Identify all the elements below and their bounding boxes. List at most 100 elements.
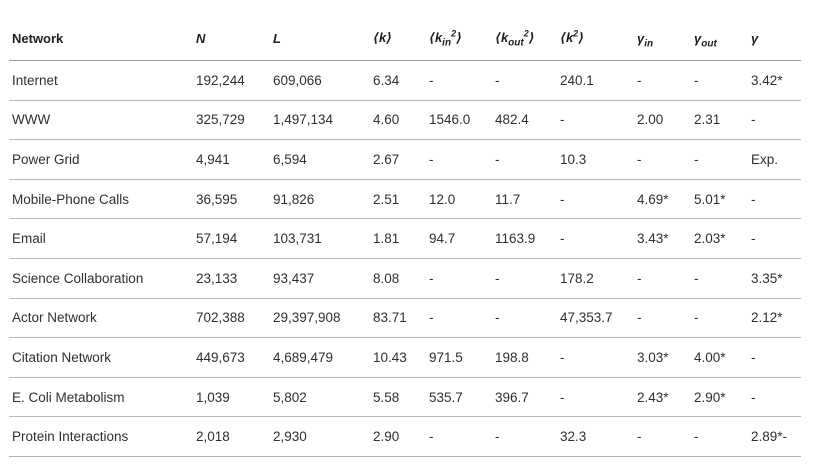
cell-gamma-out: -: [691, 416, 748, 457]
header-k2-sup: 2: [573, 28, 579, 39]
cell-n: 1,039: [193, 377, 270, 418]
cell-k: 4.60: [370, 100, 426, 141]
cell-k2: 240.1: [557, 60, 634, 101]
cell-kout2: 198.8: [492, 337, 557, 378]
cell-gamma: 3.42*: [748, 60, 801, 101]
cell-kin2: 971.5: [426, 337, 492, 378]
header-gamma-in: γin: [634, 16, 691, 61]
cell-gamma-in: -: [634, 258, 691, 299]
cell-kout2: 482.4: [492, 100, 557, 141]
cell-gamma: -: [748, 179, 801, 220]
cell-gamma: -: [748, 337, 801, 378]
cell-k: 6.34: [370, 60, 426, 101]
cell-n: 192,244: [193, 60, 270, 101]
cell-network: Citation Network: [9, 337, 193, 378]
table-row: E. Coli Metabolism 1,039 5,802 5.58 535.…: [9, 377, 801, 418]
cell-k: 2.90: [370, 416, 426, 457]
header-gout-base: γ: [694, 30, 702, 46]
cell-gamma-in: 3.43*: [634, 218, 691, 259]
cell-k2: 178.2: [557, 258, 634, 299]
cell-k2: 10.3: [557, 139, 634, 180]
table-row: Citation Network 449,673 4,689,479 10.43…: [9, 337, 801, 378]
cell-network: Internet: [9, 60, 193, 101]
cell-kout2: 1163.9: [492, 218, 557, 259]
cell-gamma-out: 4.00*: [691, 337, 748, 378]
table-row: Email 57,194 103,731 1.81 94.7 1163.9 - …: [9, 218, 801, 259]
cell-network: Power Grid: [9, 139, 193, 180]
header-mean-k: ⟨k⟩: [370, 16, 426, 61]
cell-network: E. Coli Metabolism: [9, 377, 193, 418]
cell-kin2: 535.7: [426, 377, 492, 418]
cell-n: 2,018: [193, 416, 270, 457]
cell-gamma-in: 2.43*: [634, 377, 691, 418]
header-kin-sup: 2: [451, 28, 457, 39]
cell-l: 91,826: [270, 179, 370, 220]
cell-gamma-in: 4.69*: [634, 179, 691, 220]
cell-kout2: -: [492, 258, 557, 299]
cell-network: Mobile-Phone Calls: [9, 179, 193, 220]
table-row: Internet 192,244 609,066 6.34 - - 240.1 …: [9, 60, 801, 101]
table-row: Actor Network 702,388 29,397,908 83.71 -…: [9, 298, 801, 339]
cell-gamma-out: 5.01*: [691, 179, 748, 220]
cell-gamma-out: 2.90*: [691, 377, 748, 418]
cell-n: 702,388: [193, 298, 270, 339]
cell-k: 1.81: [370, 218, 426, 259]
cell-k2: -: [557, 179, 634, 220]
header-k2-close: ⟩: [578, 30, 585, 45]
cell-l: 1,497,134: [270, 100, 370, 141]
header-kout-sup: 2: [523, 28, 529, 39]
cell-gamma-out: 2.03*: [691, 218, 748, 259]
cell-network: Protein Interactions: [9, 416, 193, 457]
cell-gamma-out: -: [691, 60, 748, 101]
header-kin-open: ⟨k: [429, 30, 443, 45]
cell-gamma: 2.89*-: [748, 416, 801, 457]
cell-gamma: -: [748, 218, 801, 259]
cell-gamma-in: -: [634, 60, 691, 101]
header-gin-base: γ: [637, 30, 645, 46]
cell-kout2: -: [492, 139, 557, 180]
cell-network: WWW: [9, 100, 193, 141]
cell-n: 36,595: [193, 179, 270, 220]
cell-l: 29,397,908: [270, 298, 370, 339]
cell-gamma-out: -: [691, 139, 748, 180]
cell-l: 4,689,479: [270, 337, 370, 378]
header-row: Network N L ⟨k⟩ ⟨kin2⟩ ⟨kout2⟩ ⟨k2⟩ γin …: [9, 16, 801, 61]
cell-gamma-in: -: [634, 416, 691, 457]
header-kin-sub: in: [442, 37, 452, 49]
cell-k: 8.08: [370, 258, 426, 299]
cell-k2: -: [557, 100, 634, 141]
table-row: Protein Interactions 2,018 2,930 2.90 - …: [9, 416, 801, 457]
cell-kin2: -: [426, 258, 492, 299]
header-kout-open: ⟨k: [495, 30, 509, 45]
cell-gamma-in: -: [634, 139, 691, 180]
table-row: Power Grid 4,941 6,594 2.67 - - 10.3 - -…: [9, 139, 801, 180]
cell-network: Actor Network: [9, 298, 193, 339]
cell-kin2: 94.7: [426, 218, 492, 259]
cell-k: 5.58: [370, 377, 426, 418]
cell-k: 2.67: [370, 139, 426, 180]
header-gamma: γ: [748, 16, 801, 61]
header-n: N: [193, 16, 270, 61]
header-k2-open: ⟨k: [560, 30, 574, 45]
cell-gamma-in: -: [634, 298, 691, 339]
cell-n: 4,941: [193, 139, 270, 180]
network-statistics-table: Network N L ⟨k⟩ ⟨kin2⟩ ⟨kout2⟩ ⟨k2⟩ γin …: [9, 16, 801, 457]
cell-kin2: -: [426, 416, 492, 457]
header-kin-close: ⟩: [456, 30, 463, 45]
cell-l: 6,594: [270, 139, 370, 180]
header-network: Network: [9, 16, 193, 61]
cell-kin2: -: [426, 298, 492, 339]
cell-network: Science Collaboration: [9, 258, 193, 299]
cell-k: 2.51: [370, 179, 426, 220]
cell-network: Email: [9, 218, 193, 259]
cell-gamma: -: [748, 377, 801, 418]
cell-l: 93,437: [270, 258, 370, 299]
cell-gamma-out: -: [691, 258, 748, 299]
cell-k2: -: [557, 218, 634, 259]
cell-l: 103,731: [270, 218, 370, 259]
cell-kout2: 396.7: [492, 377, 557, 418]
cell-kin2: 12.0: [426, 179, 492, 220]
cell-gamma: Exp.: [748, 139, 801, 180]
header-gout-sub: out: [701, 38, 717, 50]
